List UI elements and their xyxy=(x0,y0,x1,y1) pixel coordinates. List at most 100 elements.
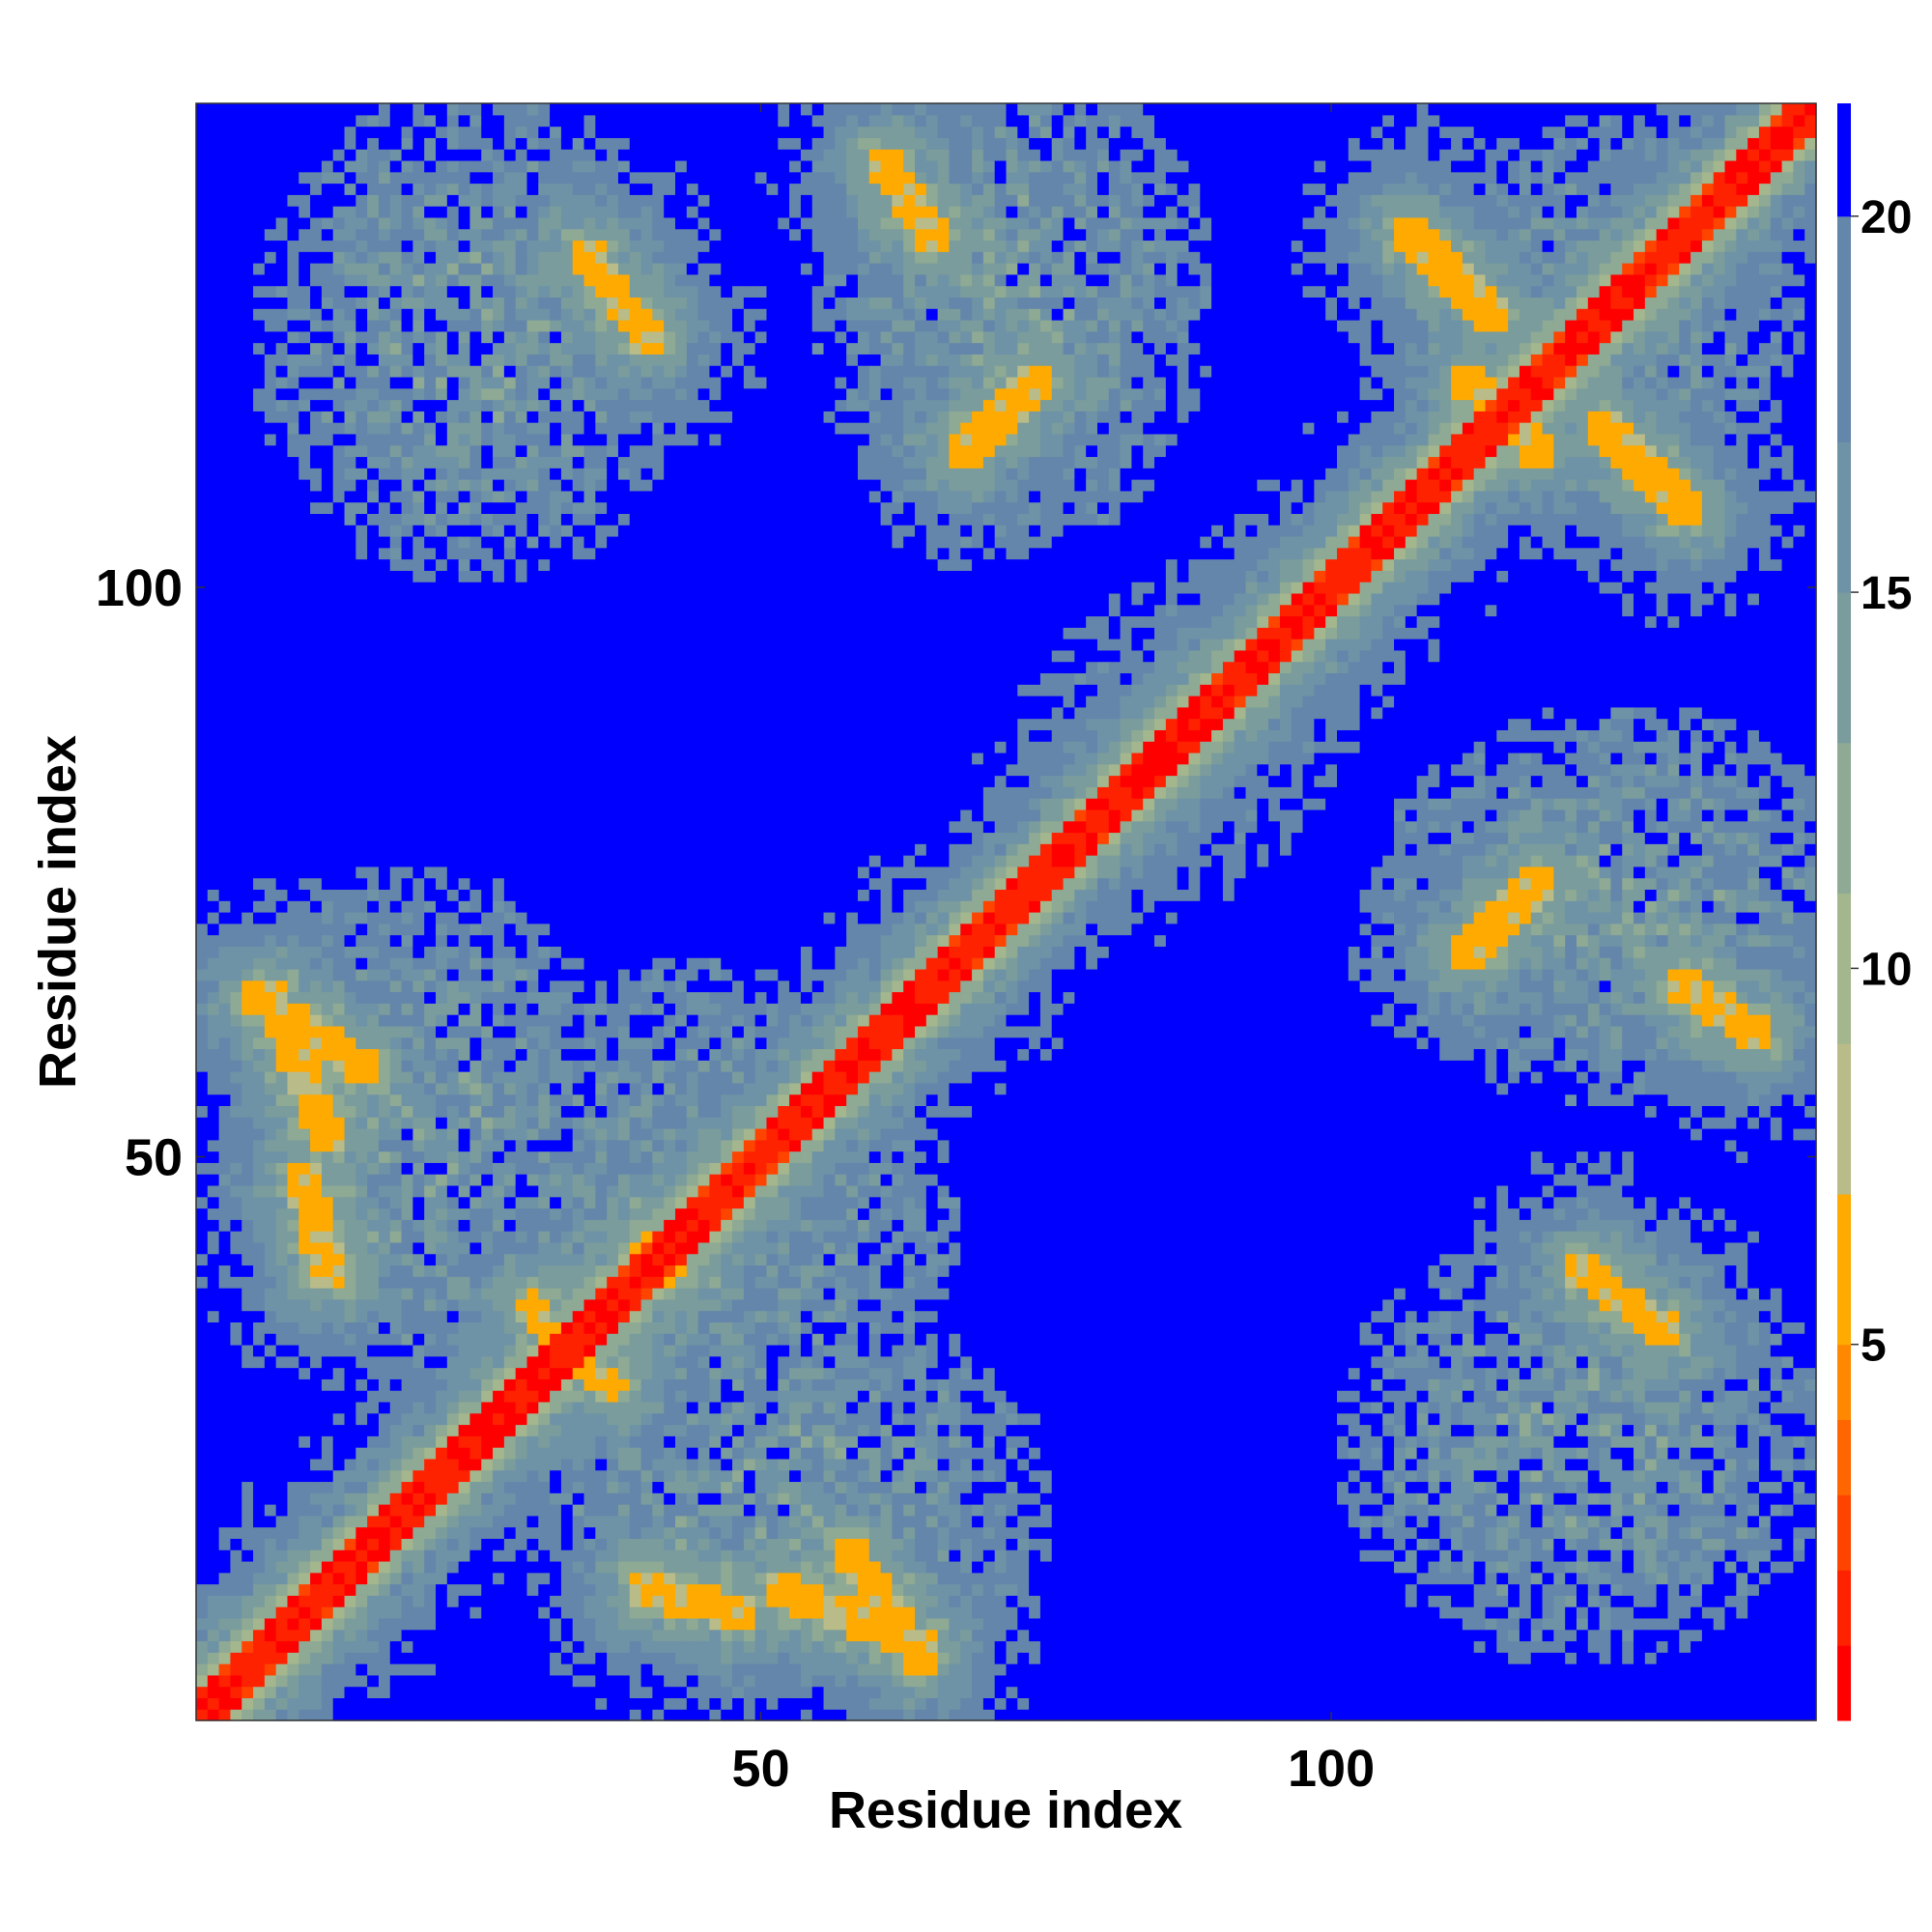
heatmap-cell xyxy=(253,387,266,401)
heatmap-cell xyxy=(355,627,368,639)
heatmap-cell xyxy=(389,1617,403,1631)
heatmap-cell xyxy=(538,342,551,355)
heatmap-cell xyxy=(550,126,562,138)
heatmap-cell xyxy=(469,980,482,993)
heatmap-cell xyxy=(424,763,437,777)
heatmap-cell xyxy=(515,1447,528,1460)
heatmap-cell xyxy=(458,1355,471,1369)
heatmap-cell xyxy=(515,1674,528,1688)
heatmap-cell xyxy=(298,444,311,458)
heatmap-cell xyxy=(583,525,596,537)
heatmap-cell xyxy=(242,137,254,150)
heatmap-cell xyxy=(526,661,539,674)
heatmap-cell xyxy=(436,1447,448,1460)
heatmap-cell xyxy=(515,604,528,617)
heatmap-cell xyxy=(446,684,460,696)
heatmap-cell xyxy=(469,866,482,879)
heatmap-cell xyxy=(436,592,448,606)
heatmap-cell xyxy=(287,877,299,891)
heatmap-cell xyxy=(412,1367,425,1379)
heatmap-cell xyxy=(583,547,596,560)
heatmap-cell xyxy=(378,444,391,458)
heatmap-cell xyxy=(378,582,391,594)
heatmap-cell xyxy=(550,308,562,321)
heatmap-cell xyxy=(389,354,403,366)
heatmap-cell xyxy=(446,308,460,321)
heatmap-cell xyxy=(332,1231,346,1243)
heatmap-cell xyxy=(515,934,528,947)
heatmap-cell xyxy=(515,422,528,435)
heatmap-cell xyxy=(515,1481,528,1493)
heatmap-cell xyxy=(242,1709,254,1721)
heatmap-cell xyxy=(378,387,391,401)
heatmap-cell xyxy=(218,1652,232,1664)
heatmap-cell xyxy=(355,342,368,355)
heatmap-cell xyxy=(493,1412,505,1426)
heatmap-cell xyxy=(436,297,448,309)
heatmap-cell xyxy=(287,1526,299,1539)
heatmap-cell xyxy=(378,422,391,435)
heatmap-cell xyxy=(436,263,448,275)
heatmap-cell xyxy=(230,1492,242,1505)
heatmap-cell xyxy=(298,1606,311,1619)
heatmap-cell xyxy=(275,525,289,537)
heatmap-cell xyxy=(412,912,425,924)
heatmap-cell xyxy=(287,582,299,594)
heatmap-cell xyxy=(469,149,482,161)
heatmap-cell xyxy=(230,946,242,958)
heatmap-cell xyxy=(412,1310,425,1322)
heatmap-cell xyxy=(424,285,437,298)
heatmap-cell xyxy=(412,1572,425,1585)
heatmap-cell xyxy=(242,1060,254,1072)
heatmap-cell xyxy=(515,251,528,264)
heatmap-cell xyxy=(298,809,311,822)
heatmap-cell xyxy=(493,1060,505,1072)
heatmap-cell xyxy=(503,1526,517,1539)
heatmap-cell xyxy=(242,706,254,720)
heatmap-cell xyxy=(253,923,266,936)
heatmap-cell xyxy=(355,696,368,708)
heatmap-cell xyxy=(378,1298,391,1312)
heatmap-cell xyxy=(310,1288,323,1300)
heatmap-cell xyxy=(458,206,471,218)
heatmap-cell xyxy=(287,1686,299,1699)
heatmap-cell xyxy=(493,889,505,901)
heatmap-cell xyxy=(378,330,391,344)
heatmap-cell xyxy=(583,216,596,230)
heatmap-cell xyxy=(583,1310,596,1322)
heatmap-cell xyxy=(401,263,413,275)
heatmap-cell xyxy=(583,342,596,355)
heatmap-cell xyxy=(264,1709,277,1721)
heatmap-cell xyxy=(412,889,425,901)
heatmap-cell xyxy=(298,900,311,913)
heatmap-cell xyxy=(275,1219,289,1232)
heatmap-cell xyxy=(401,1652,413,1664)
heatmap-cell xyxy=(367,968,380,981)
heatmap-cell xyxy=(493,1572,505,1585)
heatmap-cell xyxy=(560,365,574,378)
heatmap-cell xyxy=(242,718,254,730)
heatmap-cell xyxy=(560,399,574,412)
heatmap-cell xyxy=(595,1401,608,1414)
heatmap-cell xyxy=(355,159,368,173)
heatmap-cell xyxy=(264,912,277,924)
heatmap-cell xyxy=(264,216,277,230)
heatmap-cell xyxy=(207,900,220,913)
heatmap-cell xyxy=(515,741,528,753)
heatmap-cell xyxy=(242,1560,254,1574)
heatmap-cell xyxy=(401,900,413,913)
heatmap-cell xyxy=(298,535,311,549)
heatmap-cell xyxy=(481,1617,494,1631)
heatmap-cell xyxy=(503,1686,517,1699)
heatmap-cell xyxy=(560,627,574,639)
heatmap-cell xyxy=(344,877,356,891)
heatmap-cell xyxy=(469,411,482,423)
heatmap-cell xyxy=(389,832,403,844)
heatmap-cell xyxy=(436,1139,448,1152)
heatmap-cell xyxy=(310,1003,323,1015)
heatmap-cell xyxy=(310,832,323,844)
heatmap-cell xyxy=(458,1652,471,1664)
heatmap-cell xyxy=(401,1572,413,1585)
heatmap-cell xyxy=(583,114,596,128)
heatmap-cell xyxy=(230,843,242,856)
